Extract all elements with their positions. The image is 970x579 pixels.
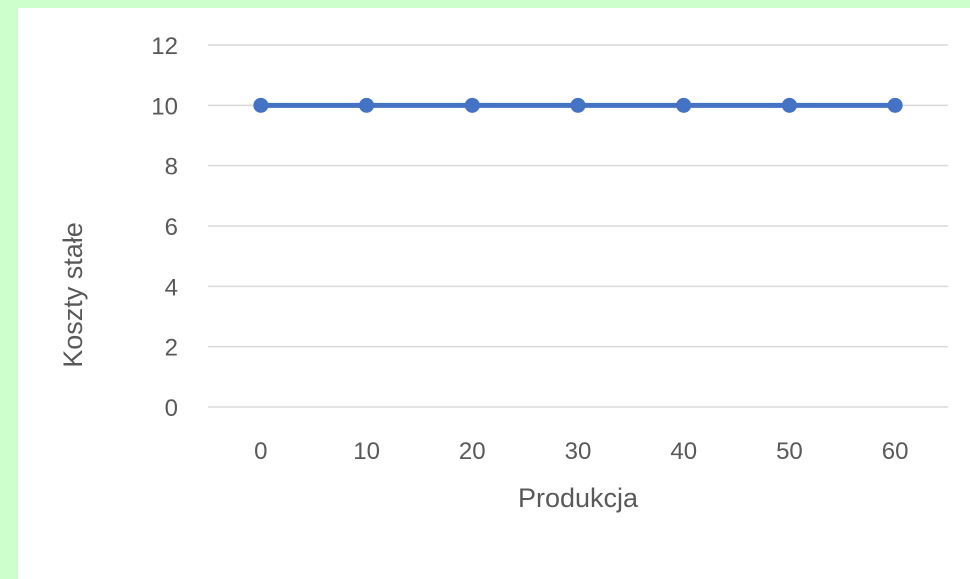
x-axis-ticks: 0 10 20 30 40 50 60 [254, 438, 908, 465]
y-tick-label: 8 [165, 154, 178, 181]
x-tick-label: 50 [776, 438, 803, 465]
x-tick-label: 20 [459, 438, 486, 465]
y-axis-ticks: 0 2 4 6 8 10 12 [151, 33, 178, 422]
x-tick-label: 10 [353, 438, 380, 465]
x-tick-label: 30 [565, 438, 592, 465]
y-tick-label: 4 [165, 274, 178, 301]
data-point [887, 97, 903, 113]
y-axis-title: Koszty stałe [58, 222, 88, 368]
data-point [253, 97, 269, 113]
y-tick-label: 12 [151, 33, 178, 60]
x-tick-label: 0 [254, 438, 267, 465]
data-point [570, 97, 586, 113]
data-point [464, 97, 480, 113]
y-tick-label: 2 [165, 335, 178, 362]
y-tick-label: 0 [165, 395, 178, 422]
x-axis-title: Produkcja [518, 483, 639, 513]
data-point [676, 97, 692, 113]
data-point [781, 97, 797, 113]
x-tick-label: 60 [882, 438, 909, 465]
data-point [359, 97, 375, 113]
series-group [253, 97, 903, 113]
x-tick-label: 40 [670, 438, 697, 465]
y-tick-label: 10 [151, 93, 178, 120]
y-tick-label: 6 [165, 214, 178, 241]
